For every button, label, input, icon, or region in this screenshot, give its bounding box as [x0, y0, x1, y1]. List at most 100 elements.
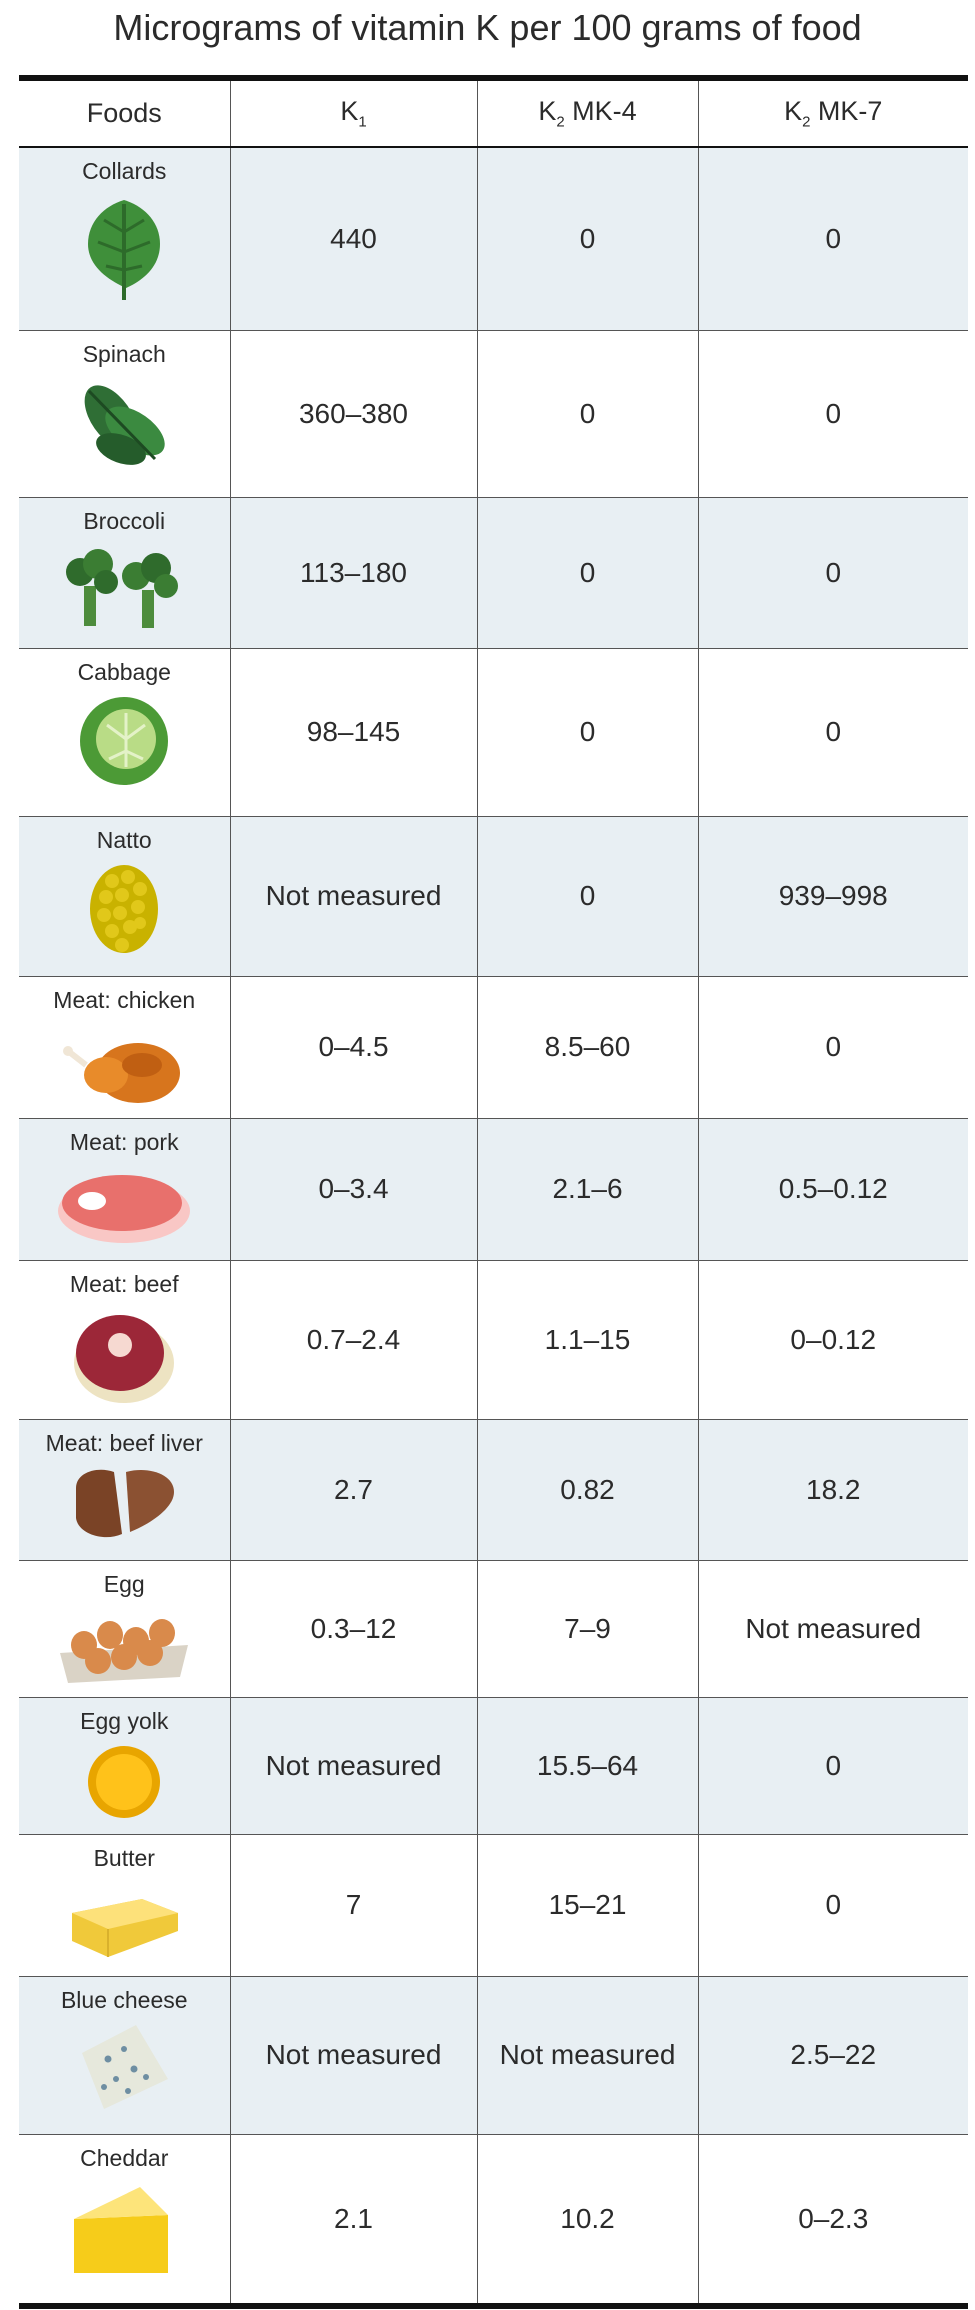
k2-mk4-value: 15.5–64 [476, 1696, 698, 1834]
food-cell: Butter [19, 1833, 230, 1976]
k2-mk4-value: Not measured [476, 1975, 698, 2134]
header-k1-letter: K [340, 96, 359, 127]
k2-mk4-value: 15–21 [476, 1833, 698, 1976]
table-row: Cheddar 2.1 10.2 0–2.3 [19, 2133, 968, 2306]
table-row: Natto Not measured 0 939–998 [19, 815, 968, 976]
k2-mk4-value: 0 [476, 146, 698, 330]
header-mk4-letter: K [538, 96, 557, 127]
food-cell: Meat: pork [19, 1117, 230, 1260]
blue-cheese-icon [19, 2021, 230, 2118]
k2-mk4-value: 2.1–6 [476, 1117, 698, 1260]
table-row: Collards 440 0 0 [19, 146, 968, 330]
food-cell: Egg [19, 1559, 230, 1697]
table-row: Egg 0.3–12 7–9 Not measured [19, 1559, 968, 1697]
cabbage-icon [19, 693, 230, 796]
header-mk7-label: MK-7 [810, 96, 883, 127]
beef-steak-icon [19, 1305, 230, 1414]
food-name: Egg yolk [80, 1707, 169, 1734]
food-name: Meat: beef liver [45, 1429, 203, 1456]
cheddar-icon [19, 2179, 230, 2290]
header-mk4-label: MK-4 [564, 96, 637, 127]
food-cell: Spinach [19, 329, 230, 497]
food-cell: Meat: beef [19, 1259, 230, 1419]
k1-value: 2.7 [229, 1418, 477, 1560]
header-mk7-letter: K [784, 96, 803, 127]
food-name: Meat: chicken [53, 986, 196, 1013]
food-cell: Cheddar [19, 2133, 230, 2306]
table-row: Butter 7 15–21 0 [19, 1833, 968, 1976]
k2-mk7-value: 0 [697, 1833, 968, 1976]
food-name: Blue cheese [60, 1986, 188, 2013]
liver-icon [19, 1464, 230, 1549]
k2-mk4-value: 10.2 [476, 2133, 698, 2306]
k1-value: 2.1 [229, 2133, 477, 2306]
header-k2-mk7: K2 MK-7 [697, 78, 968, 148]
header-k1: K1 [229, 78, 477, 148]
table-row: Egg yolk Not measured 15.5–64 0 [19, 1696, 968, 1834]
k1-value: 440 [229, 146, 477, 330]
roast-chicken-icon [19, 1021, 230, 1118]
k1-value: 360–380 [229, 329, 477, 497]
table-row: Meat: beef liver 2.7 0.82 18.2 [19, 1418, 968, 1560]
k2-mk4-value: 7–9 [476, 1559, 698, 1697]
k1-value: 7 [229, 1833, 477, 1976]
k2-mk7-value: 0 [697, 1696, 968, 1834]
food-cell: Collards [19, 146, 230, 330]
k2-mk7-value: 0 [697, 329, 968, 497]
k1-value: Not measured [229, 815, 477, 976]
k1-value: 113–180 [229, 496, 477, 648]
table-row: Blue cheese Not measured Not measured 2.5–2… [19, 1975, 968, 2134]
k2-mk4-value: 0 [476, 647, 698, 816]
food-name: Spinach [82, 340, 166, 367]
pork-steak-icon [19, 1163, 230, 1254]
header-k2-mk4: K2 MK-4 [476, 78, 698, 148]
table-row: Cabbage 98–145 0 0 [19, 647, 968, 816]
food-cell: Natto [19, 815, 230, 976]
table-row: Meat: pork 0–3.4 2.1–6 0.5–0.12 [19, 1117, 968, 1260]
k1-value: 0–3.4 [229, 1117, 477, 1260]
table-row: Broccoli 113–180 0 0 [19, 496, 968, 648]
table-row: Meat: chicken 0–4.5 8.5–60 0 [19, 975, 968, 1118]
k2-mk7-value: 2.5–22 [697, 1975, 968, 2134]
vitamin-k-table: Foods K1 K2 MK-4 K2 MK-7 Collards 440 0 0 Sp… [19, 75, 968, 2309]
collard-leaf-icon [19, 192, 230, 311]
table-row: Spinach 360–380 0 0 [19, 329, 968, 497]
food-cell: Broccoli [19, 496, 230, 648]
food-name: Meat: pork [69, 1128, 179, 1155]
k1-value: 0–4.5 [229, 975, 477, 1118]
k2-mk4-value: 8.5–60 [476, 975, 698, 1118]
k2-mk7-value: 0.5–0.12 [697, 1117, 968, 1260]
k1-value: 0.3–12 [229, 1559, 477, 1697]
header-mk4-subscript: 2 [556, 113, 565, 131]
egg-carton-icon [19, 1605, 230, 1692]
k1-value: Not measured [229, 1696, 477, 1834]
food-name: Cabbage [77, 658, 171, 685]
k2-mk4-value: 0 [476, 496, 698, 648]
k2-mk4-value: 1.1–15 [476, 1259, 698, 1419]
header-mk7-subscript: 2 [802, 113, 811, 131]
k2-mk7-value: 0 [697, 496, 968, 648]
table-row: Meat: beef 0.7–2.4 1.1–15 0–0.12 [19, 1259, 968, 1419]
k2-mk4-value: 0.82 [476, 1418, 698, 1560]
food-cell: Egg yolk [19, 1696, 230, 1834]
butter-icon [19, 1879, 230, 1972]
food-name: Meat: beef [69, 1270, 179, 1297]
header-k1-subscript: 1 [358, 113, 367, 131]
food-name: Collards [82, 158, 167, 184]
k2-mk7-value: 0 [697, 647, 968, 816]
k2-mk4-value: 0 [476, 815, 698, 976]
food-name: Egg [103, 1570, 145, 1597]
page-title: Micrograms of vitamin K per 100 grams of… [113, 7, 862, 48]
broccoli-icon [19, 542, 230, 639]
egg-yolk-icon [19, 1742, 230, 1829]
food-cell: Cabbage [19, 647, 230, 816]
food-name: Cheddar [80, 2144, 169, 2171]
k2-mk7-value: 0–2.3 [697, 2133, 968, 2306]
food-cell: Blue cheese [19, 1975, 230, 2134]
k2-mk7-value: 18.2 [697, 1418, 968, 1560]
table-body: Collards 440 0 0 Spinach 360–380 0 0 Broccoli 113… [19, 146, 968, 2306]
table-header-row: Foods K1 K2 MK-4 K2 MK-7 [19, 78, 968, 148]
food-cell: Meat: chicken [19, 975, 230, 1118]
k1-value: 98–145 [229, 647, 477, 816]
spinach-leaves-icon [19, 375, 230, 482]
